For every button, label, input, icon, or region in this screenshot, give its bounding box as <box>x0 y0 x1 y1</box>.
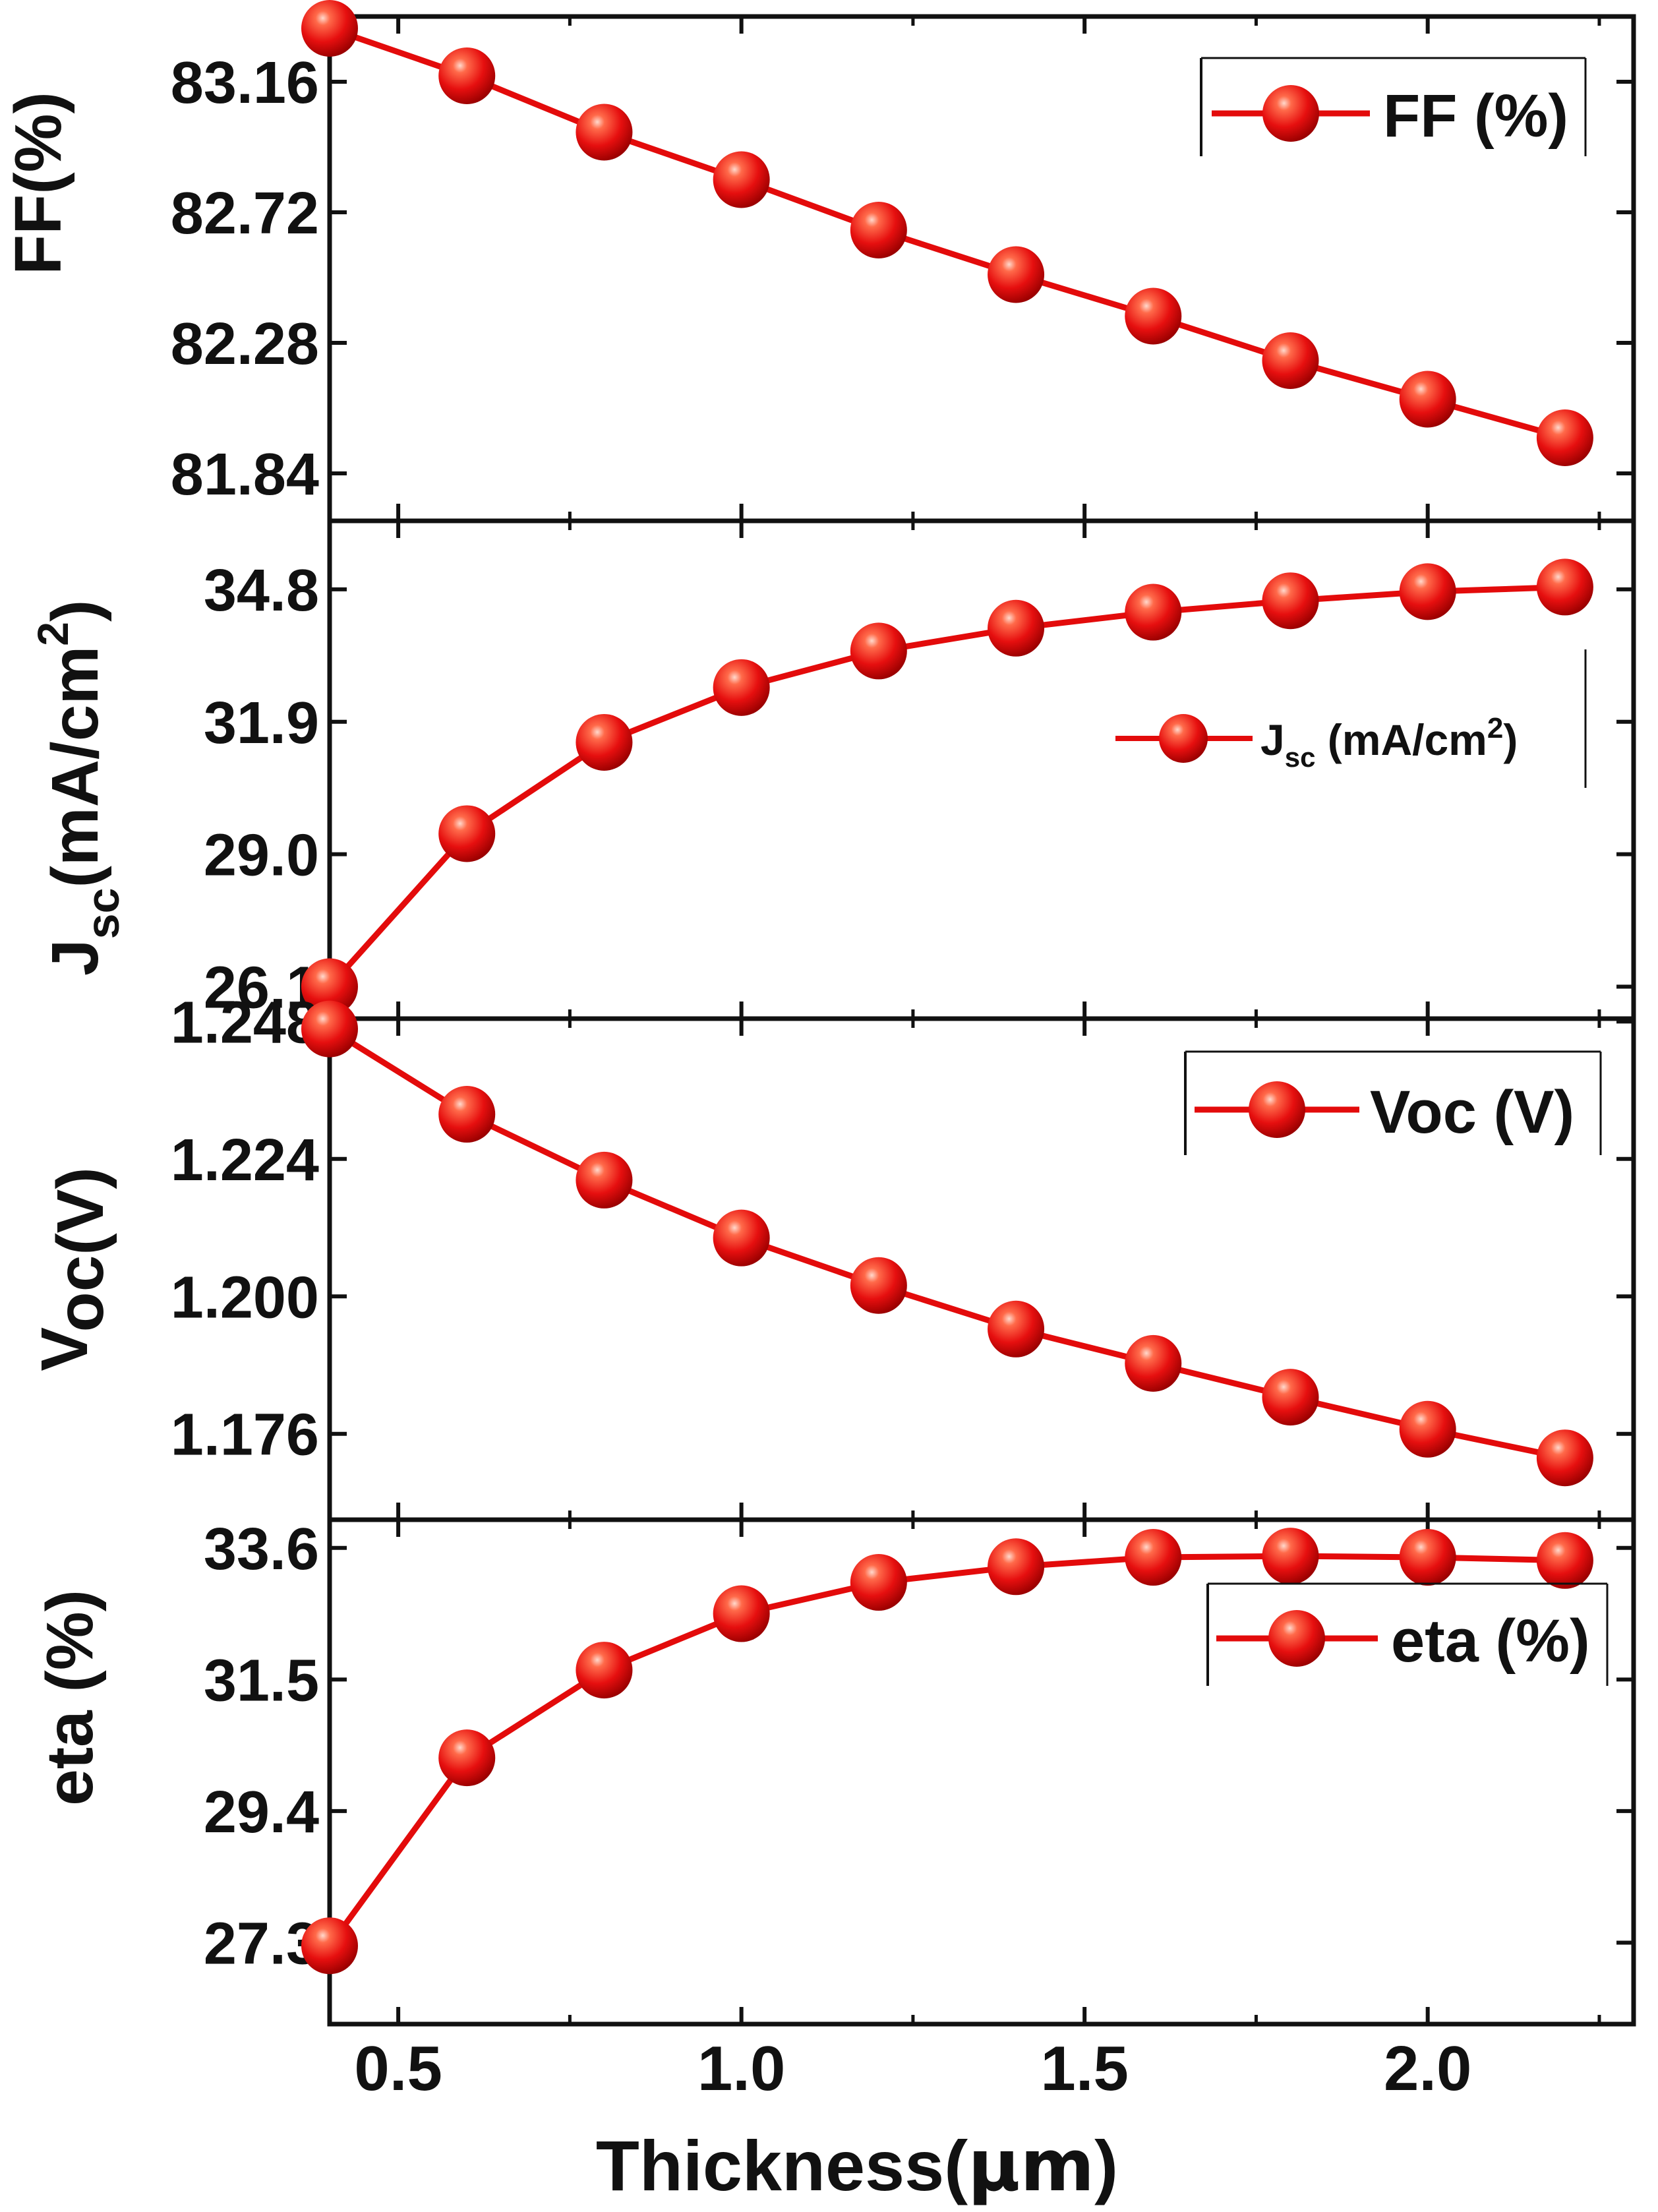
voc-y-tick-label: 1.248 <box>171 990 319 1056</box>
voc-data-point <box>713 1209 770 1267</box>
voc-series-line <box>328 1026 1566 1461</box>
voc-data-point <box>988 1300 1045 1358</box>
voc-data-point <box>438 1086 496 1143</box>
eta-legend: eta (%) <box>1206 1582 1609 1686</box>
jsc-data-point <box>713 659 770 716</box>
jsc-series-line <box>327 583 1566 989</box>
eta-data-point <box>438 1729 496 1787</box>
ff-legend-marker <box>1262 85 1319 142</box>
voc-data-point <box>1125 1334 1182 1392</box>
jsc-data-point <box>1262 572 1319 630</box>
voc-legend-marker <box>1249 1081 1305 1138</box>
eta-data-point <box>713 1585 770 1642</box>
jsc-data-point <box>1125 583 1182 641</box>
jsc-y-tick-label: 29.0 <box>204 823 319 889</box>
eta-plot-frame <box>327 1517 1636 2027</box>
voc-data-point <box>1399 1400 1456 1458</box>
x-tick-label: 1.5 <box>1040 2033 1128 2104</box>
eta-data-point <box>988 1538 1045 1596</box>
voc-y-tick-label: 1.224 <box>171 1127 319 1193</box>
ff-data-point <box>988 246 1045 303</box>
x-tick-label: 0.5 <box>354 2033 442 2104</box>
voc-legend-label: Voc (V) <box>1370 1079 1574 1146</box>
x-axis: 0.5 1.0 1.5 2.0 <box>354 2033 1471 2104</box>
ff-data-point <box>1125 287 1182 345</box>
jsc-legend-label: Jsc (mA/cm2) <box>1260 712 1518 773</box>
ff-data-point <box>438 47 496 104</box>
eta-data-point <box>850 1554 907 1611</box>
jsc-legend-marker <box>1159 714 1208 763</box>
ff-legend: FF (%) <box>1200 57 1587 156</box>
jsc-data-point <box>438 805 496 862</box>
ff-data-point <box>576 104 633 161</box>
jsc-data-point <box>301 958 358 1015</box>
eta-data-point <box>1125 1529 1182 1586</box>
x-tick-label: 2.0 <box>1384 2033 1471 2104</box>
ff-y-tick-label: 81.84 <box>171 442 319 508</box>
ff-data-point <box>850 202 907 258</box>
ff-legend-label: FF (%) <box>1383 82 1568 150</box>
jsc-legend: Jsc (mA/cm2) <box>1115 649 1587 788</box>
jsc-data-point <box>576 713 633 771</box>
eta-data-point <box>301 1917 358 1975</box>
jsc-y-axis-label: Jsc(mA/cm2) <box>28 600 129 976</box>
ff-data-point <box>713 151 770 208</box>
jsc-y-tick-label: 26.1 <box>204 955 319 1021</box>
jsc-data-point <box>1536 558 1593 616</box>
voc-legend: Voc (V) <box>1184 1050 1602 1155</box>
eta-legend-marker <box>1268 1610 1325 1667</box>
eta-data-point <box>1536 1532 1593 1589</box>
x-axis-label: Thickness(μm) <box>596 2125 1118 2207</box>
voc-data-point <box>1262 1369 1319 1426</box>
eta-y-tick-label: 31.5 <box>204 1648 319 1714</box>
voc-data-point <box>850 1257 907 1314</box>
voc-y-tick-label: 1.176 <box>171 1402 319 1468</box>
ff-y-tick-label: 83.16 <box>171 50 319 116</box>
panel-jsc: 26.1 29.0 31.9 34.8 Jsc(mA/cm2) Jsc (mA/cm2… <box>28 518 1636 1021</box>
ff-data-point <box>1262 332 1319 389</box>
eta-y-tick-label: 27.3 <box>204 1911 319 1977</box>
panel-voc: 1.176 1.200 1.224 1.248 Voc(V) Voc (V) <box>28 990 1636 1522</box>
ff-y-tick-label: 82.28 <box>171 311 319 377</box>
ff-data-point <box>301 0 358 57</box>
eta-legend-label: eta (%) <box>1391 1607 1590 1675</box>
panel-ff: 81.84 82.28 82.72 83.16 FF(%) FF (%) <box>1 0 1636 523</box>
voc-y-axis-label: Voc(V) <box>28 1167 117 1371</box>
jsc-data-point <box>850 622 907 680</box>
ff-data-point <box>1399 371 1456 428</box>
eta-data-point <box>1262 1528 1319 1585</box>
ff-y-axis-label: FF(%) <box>1 92 75 275</box>
jsc-y-tick-label: 31.9 <box>204 690 319 756</box>
jsc-data-point <box>988 599 1045 657</box>
eta-series-line <box>327 1553 1566 1948</box>
eta-y-tick-label: 33.6 <box>204 1516 319 1582</box>
voc-data-point <box>301 1000 358 1058</box>
jsc-data-point <box>1399 563 1456 620</box>
eta-data-point <box>1399 1529 1456 1586</box>
panel-eta: 27.3 29.4 31.5 33.6 eta (%) eta (%) <box>33 1516 1636 2027</box>
eta-y-axis-label: eta (%) <box>33 1590 107 1806</box>
eta-data-point <box>576 1642 633 1699</box>
ff-series-line <box>328 25 1566 441</box>
x-tick-label: 1.0 <box>697 2033 785 2104</box>
voc-data-point <box>576 1151 633 1209</box>
ff-y-tick-label: 82.72 <box>171 181 319 247</box>
voc-y-tick-label: 1.200 <box>171 1265 319 1330</box>
ff-data-point <box>1536 409 1593 466</box>
eta-y-tick-label: 29.4 <box>204 1779 319 1845</box>
voc-data-point <box>1536 1429 1593 1487</box>
jsc-y-tick-label: 34.8 <box>204 558 319 624</box>
